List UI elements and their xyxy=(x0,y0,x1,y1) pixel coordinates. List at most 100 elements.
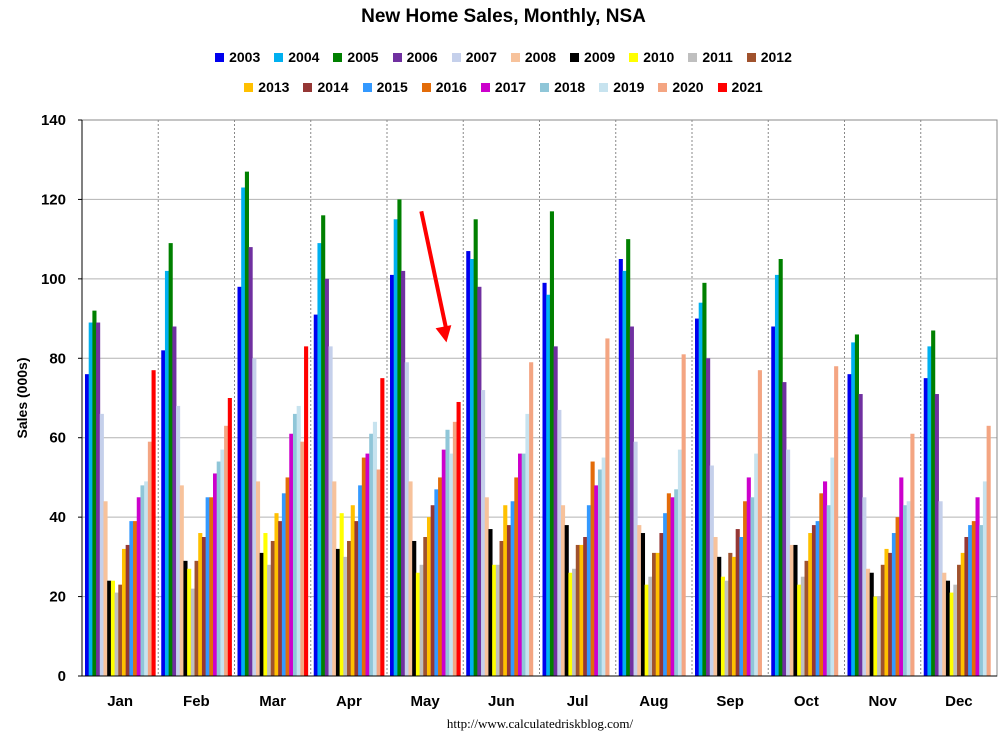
bar xyxy=(815,521,820,676)
bar xyxy=(426,517,432,676)
bar xyxy=(906,501,911,676)
bar xyxy=(213,473,218,676)
bar xyxy=(267,564,272,676)
bar xyxy=(698,302,703,676)
legend-label: 2007 xyxy=(465,49,497,65)
bar xyxy=(670,497,675,676)
legend-item: 2021 xyxy=(717,76,763,98)
bar xyxy=(92,310,97,676)
legend-swatch xyxy=(244,82,254,92)
bar xyxy=(518,453,523,676)
legend-label: 2014 xyxy=(317,79,349,95)
bar xyxy=(514,477,519,676)
bar xyxy=(797,584,802,676)
bar xyxy=(140,485,145,676)
bar xyxy=(757,370,762,676)
bar xyxy=(328,346,333,676)
bar xyxy=(819,493,824,676)
bar xyxy=(144,481,149,676)
legend-item: 2015 xyxy=(362,76,408,98)
bar xyxy=(659,533,664,676)
legend-label: 2019 xyxy=(613,79,645,95)
bar xyxy=(546,294,551,676)
bar xyxy=(147,441,152,676)
bar xyxy=(579,544,584,676)
bar xyxy=(285,477,290,676)
chart-title: New Home Sales, Monthly, NSA xyxy=(361,6,646,27)
y-tick-label: 20 xyxy=(49,589,66,606)
legend-label: 2005 xyxy=(347,49,379,65)
bar xyxy=(702,282,707,676)
bar xyxy=(133,521,138,676)
bar xyxy=(549,211,554,676)
bar xyxy=(877,596,882,676)
arrow-shaft xyxy=(419,210,449,331)
y-axis-label: Sales (000s) xyxy=(14,358,30,439)
bar xyxy=(358,485,363,676)
bar xyxy=(161,350,166,676)
bar xyxy=(572,568,577,676)
bar xyxy=(434,489,439,676)
bar xyxy=(525,413,530,676)
bar xyxy=(927,346,932,676)
bar xyxy=(110,580,115,676)
legend-swatch xyxy=(746,52,756,62)
bar xyxy=(499,540,504,676)
bar xyxy=(354,521,359,676)
bar xyxy=(800,576,805,676)
bar xyxy=(372,421,378,676)
legend-row: 2003 2004 2005 2006 2007 2008 2009 2010 2011 2012 xyxy=(0,46,1007,68)
bar xyxy=(103,501,108,676)
bar xyxy=(361,457,366,676)
bar xyxy=(415,572,420,676)
bar xyxy=(564,525,569,676)
bar xyxy=(873,596,878,676)
x-tick-label: Sep xyxy=(716,693,744,710)
legend-swatch xyxy=(215,52,225,62)
legend-item: 2020 xyxy=(658,76,704,98)
bar xyxy=(793,544,798,676)
bar xyxy=(823,481,828,676)
bar xyxy=(121,548,127,676)
legend-swatch xyxy=(629,52,639,62)
bar xyxy=(728,552,733,676)
bar xyxy=(666,493,671,676)
legend-label: 2016 xyxy=(435,79,467,95)
bar xyxy=(456,401,461,676)
x-tick-label: Nov xyxy=(868,693,897,710)
bar xyxy=(902,505,908,676)
bar xyxy=(869,572,874,676)
legend-label: 2012 xyxy=(760,49,792,65)
bar xyxy=(198,533,203,676)
bar xyxy=(735,529,740,676)
legend-item: 2008 xyxy=(510,46,556,68)
source-url: http://www.calculatedriskblog.com/ xyxy=(446,716,634,731)
x-tick-label: Jul xyxy=(567,693,589,710)
legend-swatch xyxy=(333,52,343,62)
bar xyxy=(789,544,794,676)
bar xyxy=(931,330,936,676)
legend-item: 2003 xyxy=(215,46,260,68)
bar xyxy=(241,187,246,676)
bar xyxy=(880,564,885,676)
bar xyxy=(851,342,856,676)
x-tick-label: Jan xyxy=(107,693,133,710)
legend-swatch xyxy=(303,82,313,92)
bar xyxy=(888,552,893,676)
bar xyxy=(227,398,232,676)
bar xyxy=(408,481,413,676)
bar xyxy=(118,584,123,676)
legend-swatch xyxy=(510,52,520,62)
bar xyxy=(957,564,962,676)
legend-item: 2004 xyxy=(274,46,319,68)
bar xyxy=(750,497,755,676)
bar xyxy=(865,568,871,676)
bar xyxy=(622,270,627,676)
legend-item: 2016 xyxy=(421,76,467,98)
bar xyxy=(644,584,649,676)
legend-swatch xyxy=(392,52,402,62)
bar xyxy=(626,239,631,676)
bar xyxy=(335,548,341,676)
bar xyxy=(304,346,309,676)
legend-item: 2013 xyxy=(244,76,289,98)
